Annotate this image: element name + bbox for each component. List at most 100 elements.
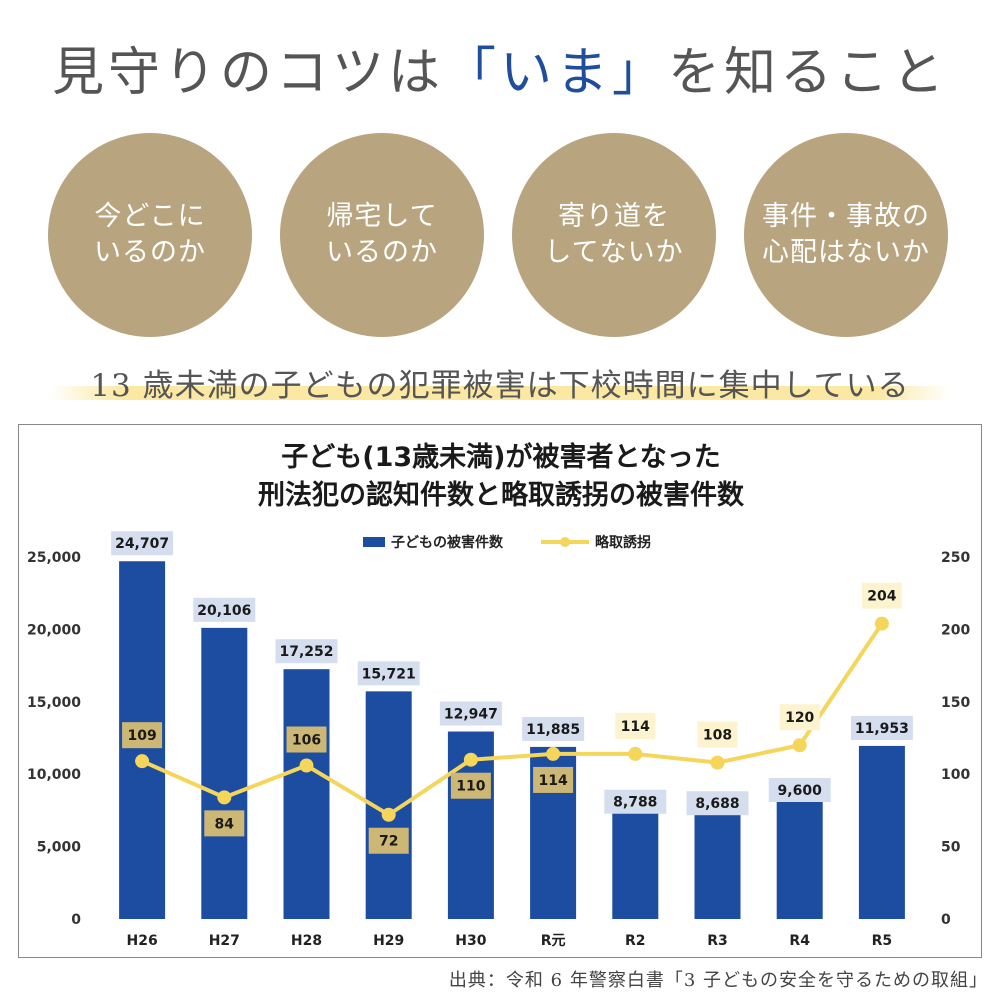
legend-bar-swatch bbox=[363, 537, 385, 547]
tip-circle-detour: 寄り道を してないか bbox=[512, 133, 716, 337]
tip-line: いるのか bbox=[94, 237, 206, 268]
line-data-label: 72 bbox=[379, 834, 398, 850]
y-right-tick-label: 250 bbox=[941, 550, 970, 566]
headline-accent: 「いま」 bbox=[443, 43, 668, 103]
bar-data-label: 15,721 bbox=[362, 666, 416, 682]
line-data-label: 114 bbox=[538, 773, 567, 789]
y-left-tick-label: 10,000 bbox=[27, 767, 81, 783]
bar-data-label-box bbox=[686, 791, 749, 816]
line-data-label-box bbox=[122, 722, 163, 749]
legend-line-label: 略取誘拐 bbox=[595, 534, 651, 551]
bar-data-label: 11,885 bbox=[526, 722, 580, 738]
headline-before: 見守りのコツは bbox=[51, 43, 444, 103]
line-point bbox=[217, 790, 232, 805]
y-right-tick-label: 200 bbox=[941, 622, 970, 638]
bar-data-label: 17,252 bbox=[279, 644, 333, 660]
line-data-label: 110 bbox=[456, 779, 485, 795]
line-data-label: 120 bbox=[785, 710, 814, 726]
line-point bbox=[628, 746, 643, 761]
x-tick-label: H30 bbox=[455, 933, 486, 949]
chart-plot: 0 5,000 10,000 15,000 20,000 25,000 0 50 100 150 2… bbox=[27, 531, 970, 949]
bar-data-label-box bbox=[357, 661, 420, 686]
line-data-label-box bbox=[533, 766, 574, 793]
y-left-tick-label: 5,000 bbox=[37, 840, 82, 856]
tip-circle-incident: 事件・事故の 心配はないか bbox=[744, 133, 948, 337]
line-data-label: 84 bbox=[215, 816, 235, 832]
x-tick-label: H28 bbox=[291, 933, 322, 949]
bar-data-label-box bbox=[193, 597, 256, 622]
bar-data-label-box bbox=[522, 716, 585, 741]
x-tick-label: H26 bbox=[126, 933, 157, 949]
subhead-highlight bbox=[50, 386, 950, 400]
line-data-label-box bbox=[286, 726, 327, 753]
line-point bbox=[381, 807, 396, 822]
line-point bbox=[792, 738, 807, 753]
line-point bbox=[463, 752, 478, 767]
chart-title-line1: 子ども(13歳未満)が被害者となった bbox=[281, 442, 721, 473]
bar-data-label: 11,953 bbox=[855, 721, 909, 737]
line-data-label-box bbox=[697, 721, 738, 748]
tips-circles: 今どこに いるのか 帰宅して いるのか 寄り道を してないか 事件・事故の 心配… bbox=[0, 133, 1000, 337]
bar bbox=[858, 745, 905, 919]
line-data-label: 109 bbox=[127, 728, 156, 744]
bar-data-label: 8,788 bbox=[613, 795, 657, 811]
bar-data-label-box bbox=[850, 715, 913, 740]
bar-data-label-box bbox=[111, 531, 174, 556]
x-tick-label: R元 bbox=[541, 933, 566, 949]
line-point bbox=[299, 758, 314, 773]
bar-data-label-box bbox=[768, 777, 831, 802]
bar bbox=[201, 627, 248, 919]
chart-panel: 子ども(13歳未満)が被害者となった 刑法犯の認知件数と略取誘拐の被害件数 0 5… bbox=[18, 424, 982, 958]
line-data-label-box bbox=[204, 810, 245, 837]
tip-line: してないか bbox=[544, 237, 684, 268]
bar-data-label-box bbox=[275, 639, 338, 664]
bar-data-label-box bbox=[604, 789, 667, 814]
line-data-label: 108 bbox=[703, 728, 732, 744]
x-tick-label: R4 bbox=[789, 933, 810, 949]
bar-data-label: 12,947 bbox=[444, 707, 498, 723]
line-data-label-box bbox=[450, 772, 491, 799]
bar-data-label: 8,688 bbox=[695, 796, 739, 812]
legend-line-marker bbox=[560, 537, 570, 547]
y-left-tick-label: 20,000 bbox=[27, 622, 81, 638]
bar-data-label: 9,600 bbox=[778, 783, 823, 799]
bar-data-label: 20,106 bbox=[197, 603, 251, 619]
y-left-tick-label: 15,000 bbox=[27, 695, 81, 711]
y-right-tick-label: 0 bbox=[941, 912, 951, 928]
line-data-label-box bbox=[615, 712, 656, 739]
y-left-tick-label: 25,000 bbox=[27, 550, 81, 566]
tip-line: 寄り道を bbox=[558, 200, 670, 232]
line-point bbox=[874, 616, 889, 631]
y-right-tick-label: 50 bbox=[941, 840, 961, 856]
bar-data-label: 24,707 bbox=[115, 536, 169, 552]
line-point bbox=[135, 754, 150, 769]
x-tick-label: R3 bbox=[707, 933, 728, 949]
tip-line: 今どこに bbox=[94, 200, 206, 232]
line-data-label: 106 bbox=[292, 733, 321, 749]
x-tick-label: H27 bbox=[209, 933, 240, 949]
bar bbox=[776, 779, 823, 919]
line-data-label-box bbox=[861, 582, 902, 609]
line-data-label: 204 bbox=[867, 589, 896, 605]
legend-bar-label: 子どもの被害件数 bbox=[391, 534, 504, 551]
line-data-label-box bbox=[368, 827, 409, 854]
y-left-tick-label: 0 bbox=[71, 912, 81, 928]
headline-after: を知ること bbox=[668, 43, 949, 103]
source-citation: 出典：令和 6 年警察白書「3 子どもの安全を守るための取組」 bbox=[448, 970, 988, 991]
bar bbox=[283, 669, 330, 919]
line-point bbox=[546, 746, 561, 761]
series-line bbox=[141, 622, 884, 817]
x-tick-label: R2 bbox=[625, 933, 646, 949]
line-data-label-box bbox=[779, 704, 820, 731]
tip-circle-location: 今どこに いるのか bbox=[48, 133, 252, 337]
x-tick-label: R5 bbox=[872, 933, 893, 949]
chart-title-line2: 刑法犯の認知件数と略取誘拐の被害件数 bbox=[258, 480, 744, 511]
page-headline: 見守りのコツは「いま」を知ること bbox=[0, 30, 1000, 105]
tip-line: 心配はないか bbox=[762, 237, 930, 268]
tip-circle-home: 帰宅して いるのか bbox=[280, 133, 484, 337]
tip-line: 事件・事故の bbox=[762, 200, 930, 232]
y-right-tick-label: 150 bbox=[941, 695, 970, 711]
y-right-tick-label: 100 bbox=[941, 767, 970, 783]
line-data-label: 114 bbox=[621, 719, 650, 735]
bar-data-label-box bbox=[439, 701, 502, 726]
